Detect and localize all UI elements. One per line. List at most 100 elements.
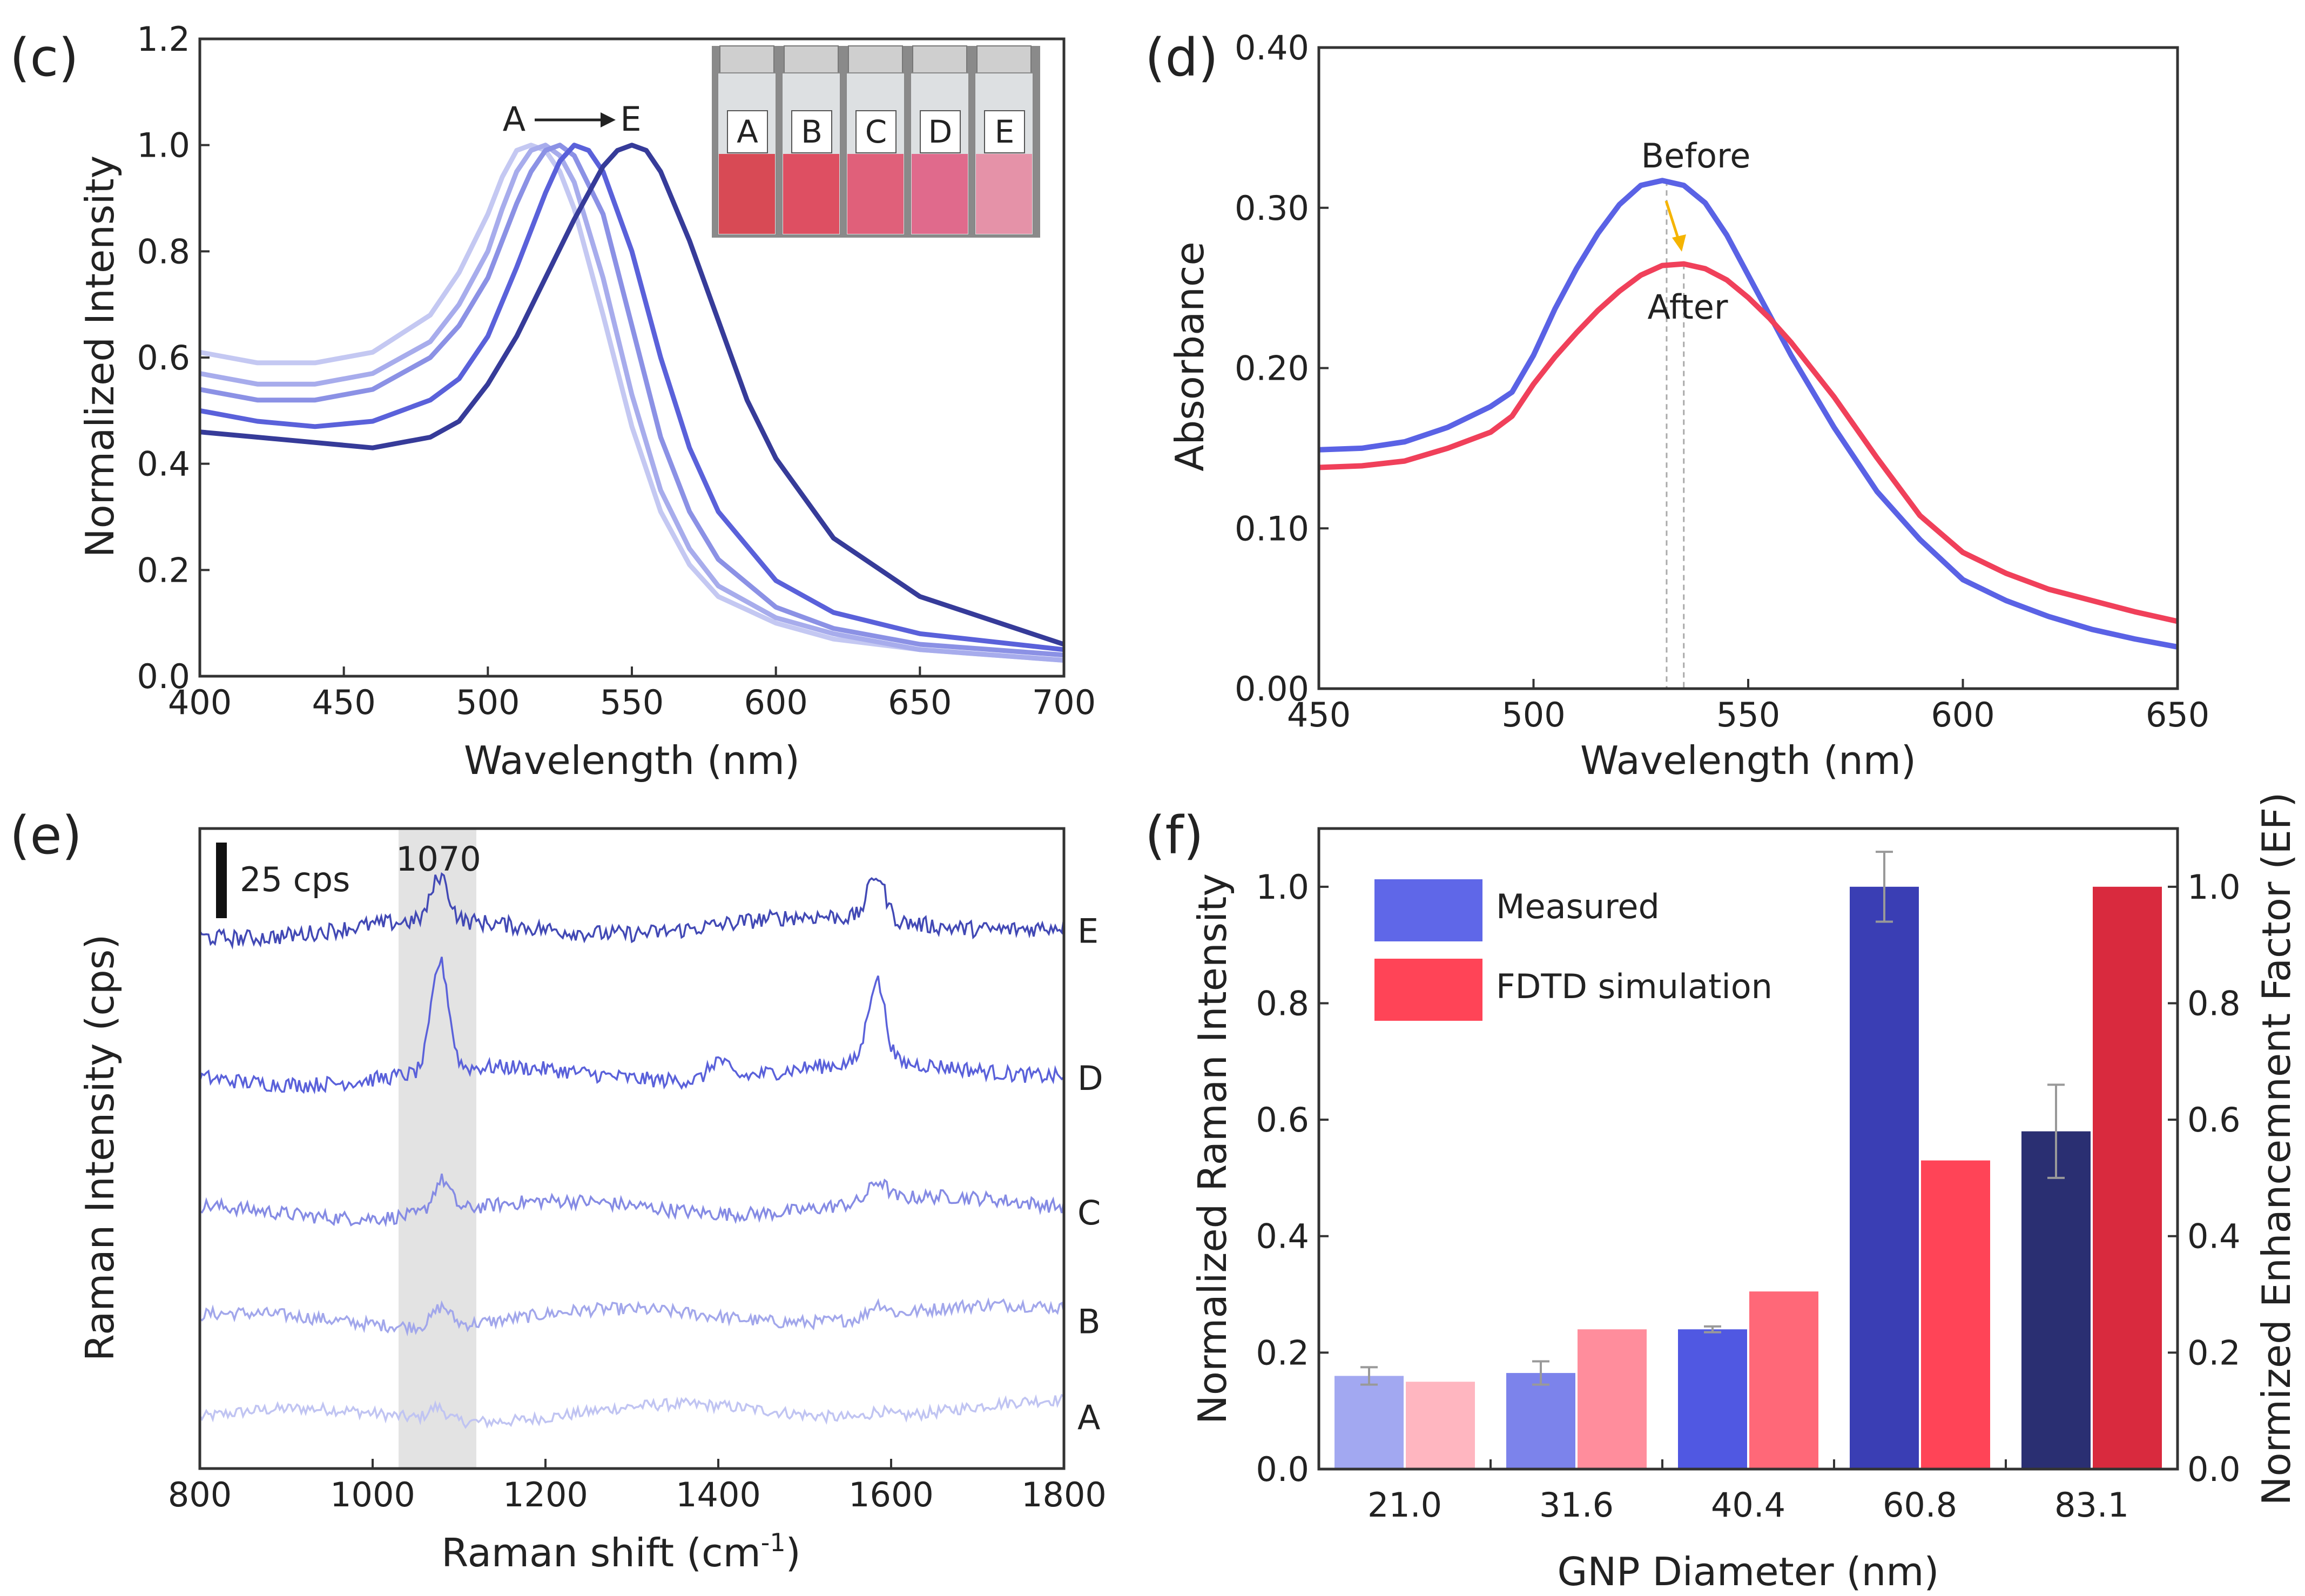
x-tick-label: 600	[1931, 695, 1994, 735]
legend: Measured FDTD simulation	[1374, 879, 1772, 1021]
raman-spectrum-E	[199, 872, 1065, 950]
y2-tick-label: 0.6	[2187, 1100, 2241, 1140]
legend-measured-swatch	[1374, 879, 1482, 941]
x-tick-label: 60.8	[1883, 1485, 1957, 1525]
vial-liquid	[847, 154, 904, 234]
panel-f-plot-frame	[1317, 827, 2179, 1471]
panel-f-x-axis-title: GNP Diameter (nm)	[1558, 1549, 1939, 1594]
y-tick-label: 0.8	[1256, 984, 1309, 1023]
vial-liquid	[783, 154, 839, 234]
panel-d-series	[1318, 178, 2179, 689]
vial-label-B: B	[801, 113, 823, 150]
x-tick-label: 600	[744, 683, 807, 722]
vial-photo-inset: A B C D E	[712, 45, 1040, 238]
before-label: Before	[1641, 136, 1751, 176]
x-tick-label: 500	[1501, 695, 1565, 735]
scale-bar-label: 25 cps	[240, 860, 350, 899]
panel-d: (d) 450 500 550 600 6500.000.100.200.300.40 …	[1145, 28, 2209, 783]
y-tick-label: 1.0	[1256, 867, 1309, 907]
panel-c-y-axis-title: Normalized Intensity	[77, 156, 123, 558]
x-tick-label: 40.4	[1711, 1485, 1785, 1525]
y-tick-label: 0.4	[1256, 1217, 1309, 1256]
y-tick-label: 0.10	[1235, 509, 1309, 548]
vial-liquid	[719, 154, 775, 234]
panel-e: (e) A B C D E 800 1000 1200 1400 1600 1800 1070 2…	[10, 805, 1107, 1575]
panel-e-series: A B C D E	[199, 872, 1103, 1437]
vial-cap	[719, 45, 774, 73]
x-tick-label: 31.6	[1539, 1485, 1614, 1525]
panel-e-y-axis-title: Raman Intensity (cps)	[77, 934, 123, 1362]
y-tick-label: 0.2	[137, 550, 190, 590]
panel-c-series	[199, 143, 1065, 663]
panel-c-x-axis-title: Wavelength (nm)	[464, 738, 800, 783]
panel-f-label: (f)	[1145, 805, 1204, 866]
x-tick-label: 650	[2146, 695, 2209, 735]
panel-c-label: (c)	[10, 28, 79, 88]
vial-label-A: A	[737, 113, 758, 150]
x-tick-label: 550	[600, 683, 664, 722]
y-tick-label: 0.0	[1256, 1450, 1309, 1489]
y2-tick-label: 0.4	[2187, 1217, 2241, 1256]
bar-fdtd	[1921, 1160, 1990, 1469]
y-tick-label: 0.40	[1235, 28, 1309, 68]
vial-label-C: C	[865, 113, 887, 150]
vial-label-box	[920, 110, 961, 153]
y-tick-label: 0.0	[137, 657, 190, 696]
vial-cap	[912, 45, 967, 73]
x-tick-label: 450	[1287, 695, 1351, 735]
arrow-annotation: A E	[503, 99, 642, 139]
y-tick-label: 0.30	[1235, 188, 1309, 228]
y-tick-label: 0.2	[1256, 1333, 1309, 1372]
vial-label-box	[727, 110, 768, 153]
vial-label-D: D	[928, 113, 953, 150]
absorbance-line-after	[1318, 261, 2179, 624]
x-tick-label: 1600	[848, 1475, 934, 1514]
x-tick-label: 1800	[1021, 1475, 1107, 1514]
bar-measured	[1335, 1376, 1404, 1469]
spectrum-line-E	[199, 143, 1065, 647]
spectrum-label-E: E	[1077, 912, 1098, 951]
spectrum-line-A	[199, 143, 1064, 663]
x-tick-label: 1200	[503, 1475, 588, 1514]
x-tick-label: 450	[312, 683, 375, 722]
bar-fdtd	[1578, 1329, 1647, 1469]
legend-fdtd-label: FDTD simulation	[1496, 967, 1772, 1006]
panel-e-x-axis-title: Raman shift (cm-1)	[441, 1528, 800, 1575]
spectrum-label-A: A	[1077, 1398, 1100, 1437]
peak-1070-label: 1070	[396, 839, 481, 879]
bar-measured	[1506, 1373, 1575, 1469]
shift-arrow-icon	[1664, 200, 1686, 252]
x-tick-label: 700	[1032, 683, 1096, 722]
spectrum-label-D: D	[1077, 1059, 1103, 1098]
panel-f: (f) 0.0 0.0 0.2 0.2 0.4 0.4 0.6 0.6 0.8 0.8 1.0 1.0…	[1145, 792, 2299, 1594]
y-tick-label: 1.0	[137, 126, 190, 165]
panel-d-label: (d)	[1145, 28, 1218, 88]
panel-d-y-axis-title: Absorbance	[1167, 241, 1212, 471]
y-tick-label: 0.6	[137, 338, 190, 378]
x-tick-label: 21.0	[1367, 1485, 1442, 1525]
bar-measured	[1850, 886, 1919, 1469]
panel-c: (c) 400 450 500 550 600 650 700 0.0 0.2 0.4 0.6 0.8…	[10, 19, 1096, 783]
y2-tick-label: 0.8	[2187, 984, 2241, 1023]
y-tick-label: 0.6	[1256, 1100, 1309, 1140]
y-tick-label: 0.8	[137, 232, 190, 271]
x-tick-label: 500	[456, 683, 520, 722]
vial-label-box	[984, 110, 1025, 153]
vial-label-box	[791, 110, 832, 153]
raman-spectrum-D	[199, 957, 1065, 1095]
bar-measured	[1678, 1329, 1747, 1469]
absorbance-line-before	[1318, 178, 2178, 650]
bar-measured	[2021, 1131, 2091, 1469]
x-tick-label: 1000	[330, 1475, 415, 1514]
panel-f-y-axis-title: Normalized Raman Intensity	[1190, 873, 1235, 1424]
raman-spectrum-A	[199, 1393, 1065, 1429]
bar-fdtd	[1406, 1382, 1475, 1469]
y-tick-label: 0.4	[137, 445, 190, 484]
vial-cap	[848, 45, 903, 73]
spectrum-label-B: B	[1077, 1302, 1101, 1341]
y-tick-label: 0.20	[1235, 349, 1309, 388]
y-tick-label: 1.2	[137, 19, 190, 59]
x-tick-label: 83.1	[2054, 1485, 2129, 1525]
y2-tick-label: 0.2	[2187, 1333, 2241, 1372]
